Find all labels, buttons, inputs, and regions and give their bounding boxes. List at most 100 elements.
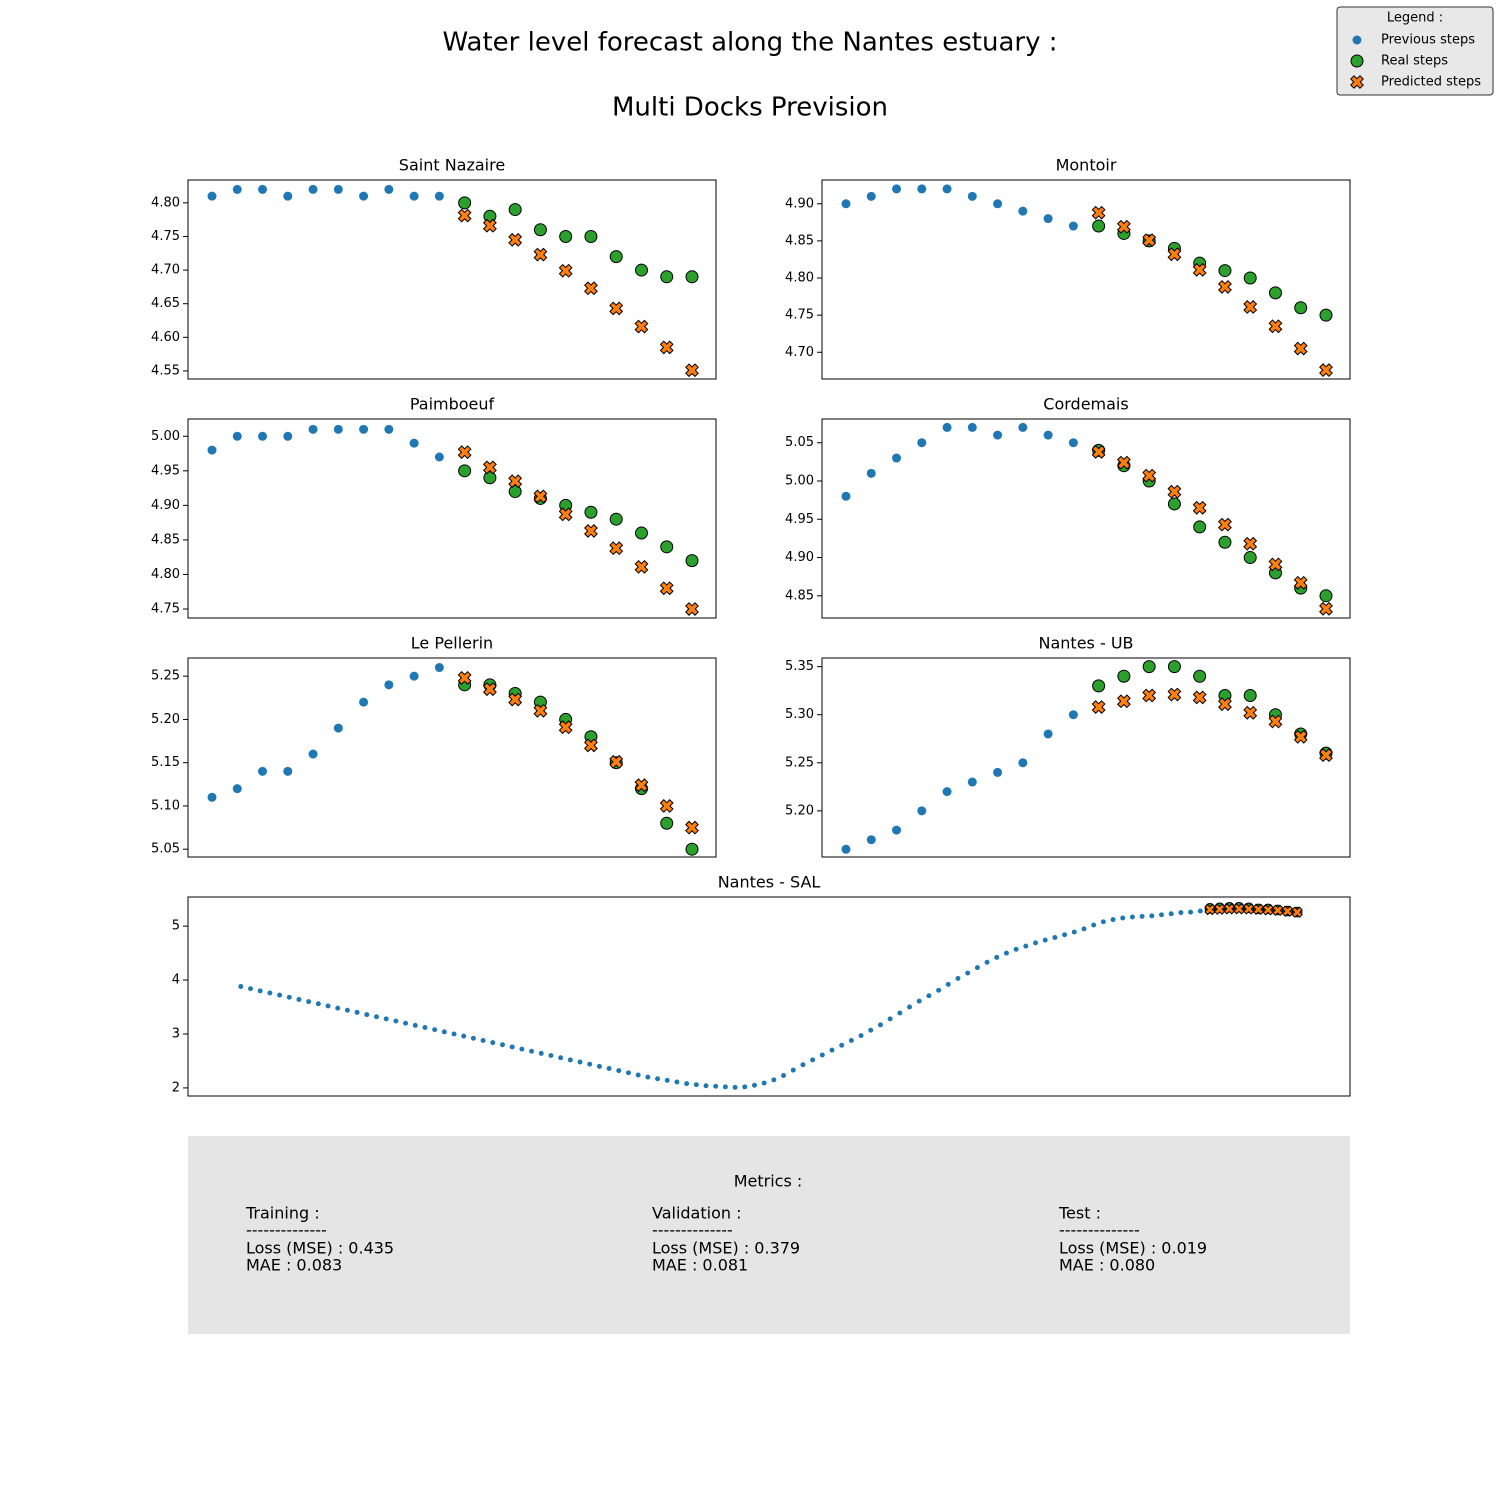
y-tick-label: 5.25 xyxy=(785,755,814,770)
point xyxy=(1043,729,1053,739)
y-tick-label: 4.75 xyxy=(785,308,814,323)
point xyxy=(1149,913,1155,919)
y-tick-label: 5.20 xyxy=(785,803,814,818)
y-tick-label: 4 xyxy=(172,973,180,988)
point xyxy=(771,1077,777,1083)
point xyxy=(232,184,242,194)
y-tick-label: 5.10 xyxy=(151,798,180,813)
point xyxy=(742,1084,748,1090)
point xyxy=(1159,912,1164,918)
point xyxy=(993,767,1003,777)
point xyxy=(1142,660,1156,674)
point xyxy=(374,1014,379,1020)
plot-frame xyxy=(187,179,717,380)
y-tick-label: 4.90 xyxy=(785,196,814,211)
point xyxy=(1092,219,1106,233)
point xyxy=(483,471,497,485)
point xyxy=(917,438,927,448)
legend-marker xyxy=(1350,75,1364,89)
point xyxy=(1319,601,1333,616)
point xyxy=(685,270,699,284)
point xyxy=(1268,714,1283,729)
point xyxy=(1091,444,1106,459)
point xyxy=(1142,468,1157,483)
point xyxy=(354,1009,360,1015)
point xyxy=(409,191,419,201)
point xyxy=(1068,221,1078,231)
point xyxy=(781,1073,787,1078)
point xyxy=(587,1061,593,1067)
point xyxy=(1043,430,1053,440)
point xyxy=(248,986,253,992)
point xyxy=(1018,758,1028,768)
point xyxy=(1192,500,1207,515)
point xyxy=(558,1055,564,1061)
point xyxy=(1071,929,1077,935)
point xyxy=(533,223,547,237)
subplot-title: Saint Nazaire xyxy=(399,156,505,175)
point xyxy=(1167,687,1182,702)
point xyxy=(841,199,851,209)
point xyxy=(258,184,268,194)
point xyxy=(1218,517,1232,532)
point xyxy=(635,1072,641,1078)
point xyxy=(315,1001,321,1007)
subplot-title: Paimboeuf xyxy=(410,395,495,414)
point xyxy=(461,1033,467,1039)
point xyxy=(567,1057,573,1063)
point xyxy=(1319,748,1333,763)
point xyxy=(335,1005,341,1011)
point xyxy=(308,184,318,194)
point xyxy=(1188,909,1194,915)
metrics-separator: -------------- xyxy=(1059,1221,1140,1240)
point xyxy=(1142,688,1157,703)
point xyxy=(457,445,472,460)
point xyxy=(606,1066,612,1071)
point xyxy=(1167,484,1182,499)
point xyxy=(333,424,343,434)
point xyxy=(685,602,699,616)
point xyxy=(359,424,369,434)
point xyxy=(558,263,573,278)
point xyxy=(1192,262,1207,277)
legend-marker xyxy=(1352,35,1362,45)
point xyxy=(917,184,927,194)
y-tick-label: 4.95 xyxy=(151,463,180,478)
point xyxy=(967,191,977,201)
point xyxy=(1091,922,1097,928)
point xyxy=(283,191,293,201)
point xyxy=(1204,903,1216,916)
point xyxy=(974,965,980,971)
point xyxy=(1218,279,1232,294)
point xyxy=(1068,710,1078,720)
point xyxy=(866,191,876,201)
point xyxy=(674,1079,680,1085)
legend-label: Predicted steps xyxy=(1381,75,1481,90)
point xyxy=(451,1031,457,1037)
y-tick-label: 4.85 xyxy=(785,233,814,248)
point xyxy=(509,1044,515,1050)
point xyxy=(685,554,699,568)
point xyxy=(434,663,444,673)
point xyxy=(364,1012,370,1018)
y-tick-label: 5 xyxy=(172,919,180,934)
metrics-line: MAE : 0.081 xyxy=(652,1256,748,1275)
y-tick-label: 5.30 xyxy=(785,707,814,722)
point xyxy=(1218,264,1232,278)
point xyxy=(432,1027,438,1033)
point xyxy=(277,992,283,998)
point xyxy=(660,540,674,554)
y-tick-label: 5.05 xyxy=(785,435,814,450)
point xyxy=(1193,669,1207,683)
point xyxy=(1091,205,1106,220)
metrics-section-title: Training : xyxy=(245,1204,320,1223)
point xyxy=(480,1037,486,1043)
point xyxy=(829,1047,835,1053)
point xyxy=(1243,551,1257,565)
point xyxy=(684,1081,690,1087)
point xyxy=(917,806,927,816)
point xyxy=(655,1076,661,1082)
point xyxy=(508,232,523,247)
point xyxy=(1268,557,1283,572)
